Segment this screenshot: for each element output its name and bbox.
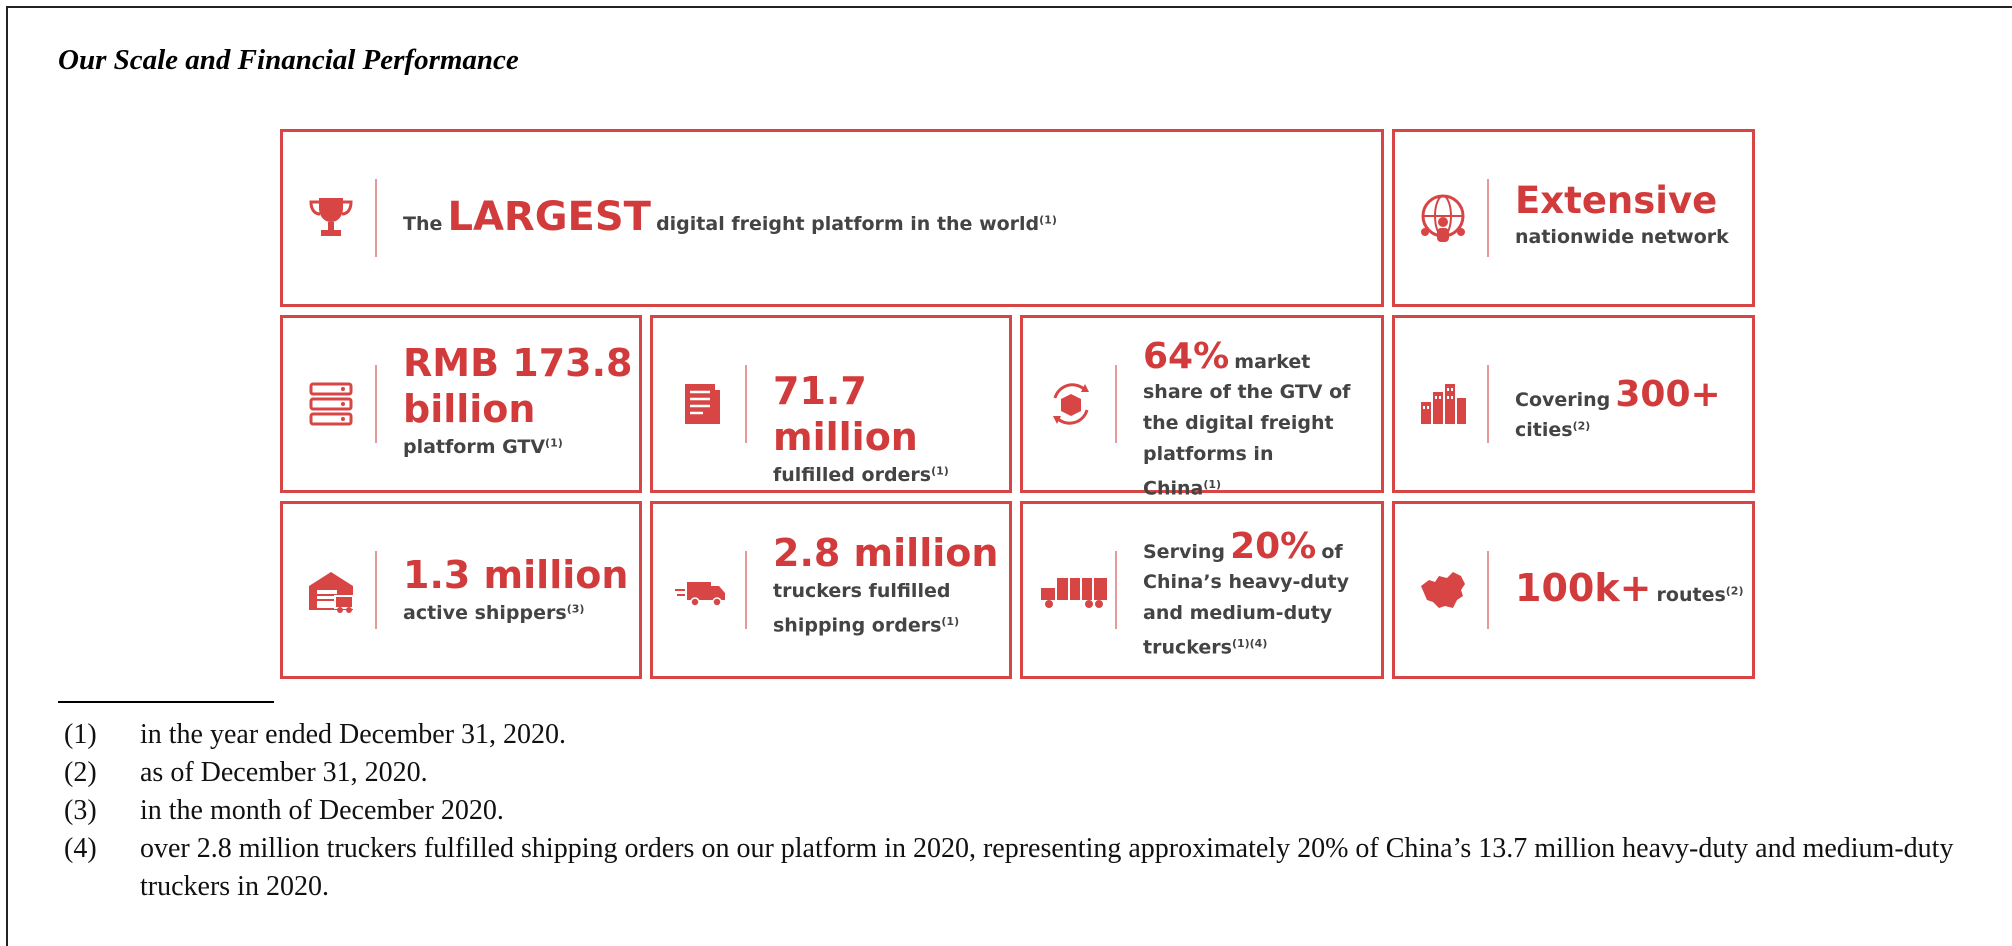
moving-truck-icon xyxy=(675,564,727,616)
document-page: Our Scale and Financial Performance The … xyxy=(6,6,2012,946)
network-cell: Extensive nationwide network xyxy=(1392,129,1755,307)
cities-highlight: 300+ xyxy=(1615,374,1721,415)
serving-cell: Serving 20% of China’s heavy-duty and me… xyxy=(1020,501,1384,679)
largest-text: The LARGEST digital freight platform in … xyxy=(403,194,1375,240)
cell-divider xyxy=(745,365,747,443)
box-cycle-icon xyxy=(1045,378,1097,430)
orders-post: fulfilled orders xyxy=(773,464,932,486)
market-share-note: (1) xyxy=(1203,478,1222,491)
cities-text: Covering 300+ cities(2) xyxy=(1515,374,1746,445)
cell-divider xyxy=(375,179,377,257)
footnote-number: (1) xyxy=(64,719,97,750)
orders-cell: 71.7 million fulfilled orders(1) xyxy=(650,315,1012,493)
orders-highlight: 71.7 million xyxy=(773,369,918,459)
market-share-cell: 64% market share of the GTV of the digit… xyxy=(1020,315,1384,499)
truckers-post: truckers fulfilled shipping orders xyxy=(773,580,951,637)
market-share-post: share of the GTV of the digital freight … xyxy=(1143,381,1351,500)
footnote-text: in the month of December 2020. xyxy=(140,795,504,826)
cities-post: cities xyxy=(1515,419,1573,441)
china-map-icon xyxy=(1417,564,1469,616)
serving-note: (1)(4) xyxy=(1231,637,1268,650)
network-text: Extensive nationwide network xyxy=(1515,180,1746,252)
gtv-note: (1) xyxy=(545,436,563,450)
cell-divider xyxy=(1115,365,1117,443)
orders-note: (1) xyxy=(931,464,949,478)
semi-truck-icon xyxy=(1039,564,1109,616)
server-stack-icon xyxy=(305,378,357,430)
routes-highlight: 100k+ xyxy=(1515,566,1652,610)
network-post: nationwide network xyxy=(1515,226,1729,248)
network-highlight: Extensive xyxy=(1515,179,1718,222)
shippers-text: 1.3 million active shippers(3) xyxy=(403,552,633,628)
warehouse-icon xyxy=(305,564,357,616)
cities-pre: Covering xyxy=(1515,389,1611,411)
largest-platform-cell: The LARGEST digital freight platform in … xyxy=(280,129,1384,307)
shippers-cell: 1.3 million active shippers(3) xyxy=(280,501,642,679)
footnote-number: (4) xyxy=(64,833,97,864)
footnote-rule xyxy=(58,701,274,703)
market-share-text: 64% market share of the GTV of the digit… xyxy=(1143,336,1375,504)
footnote-item: (4) over 2.8 million truckers fulfilled s… xyxy=(58,830,1978,906)
largest-post: digital freight platform in the world xyxy=(656,213,1040,235)
serving-post: China’s heavy-duty and medium-duty truck… xyxy=(1143,571,1349,659)
truckers-note: (1) xyxy=(941,615,960,628)
cell-divider xyxy=(375,365,377,443)
gtv-cell: RMB 173.8 billion platform GTV(1) xyxy=(280,315,642,493)
document-icon xyxy=(675,378,727,430)
footnote-number: (2) xyxy=(64,757,97,788)
cell-divider xyxy=(1487,365,1489,443)
gtv-post: platform GTV xyxy=(403,436,546,458)
section-title: Our Scale and Financial Performance xyxy=(58,44,519,76)
footnote-number: (3) xyxy=(64,795,97,826)
shippers-highlight: 1.3 million xyxy=(403,553,629,597)
routes-note: (2) xyxy=(1725,584,1744,598)
orders-text: 71.7 million fulfilled orders(1) xyxy=(773,368,1003,490)
routes-text: 100k+ routes(2) xyxy=(1515,566,1746,610)
footnote-item: (3) in the month of December 2020. xyxy=(58,792,1978,830)
cell-divider xyxy=(745,551,747,629)
footnotes: (1) in the year ended December 31, 2020. … xyxy=(58,716,1978,906)
shippers-note: (3) xyxy=(566,602,585,616)
gtv-text: RMB 173.8 billion platform GTV(1) xyxy=(403,340,633,462)
largest-note: (1) xyxy=(1039,213,1057,227)
cell-divider xyxy=(375,551,377,629)
routes-cell: 100k+ routes(2) xyxy=(1392,501,1755,679)
trophy-icon xyxy=(305,192,357,244)
footnote-item: (1) in the year ended December 31, 2020. xyxy=(58,716,1978,754)
serving-pre: Serving xyxy=(1143,541,1225,563)
routes-post: routes xyxy=(1656,584,1726,606)
footnote-text: in the year ended December 31, 2020. xyxy=(140,719,567,750)
gtv-highlight: RMB 173.8 billion xyxy=(403,341,633,431)
truckers-highlight: 2.8 million xyxy=(773,531,999,575)
serving-inline: of xyxy=(1321,541,1343,563)
serving-highlight: 20% xyxy=(1230,526,1317,567)
cities-note: (2) xyxy=(1572,419,1591,433)
serving-text: Serving 20% of China’s heavy-duty and me… xyxy=(1143,526,1375,663)
cell-divider xyxy=(1115,551,1117,629)
cities-cell: Covering 300+ cities(2) xyxy=(1392,315,1755,493)
globe-people-icon xyxy=(1417,192,1469,244)
market-share-highlight: 64% xyxy=(1143,336,1230,377)
truckers-text: 2.8 million truckers fulfilled shipping … xyxy=(773,530,1003,641)
shippers-post: active shippers xyxy=(403,602,567,624)
city-buildings-icon xyxy=(1417,378,1469,430)
largest-pre: The xyxy=(403,213,443,235)
truckers-cell: 2.8 million truckers fulfilled shipping … xyxy=(650,501,1012,679)
footnote-item: (2) as of December 31, 2020. xyxy=(58,754,1978,792)
footnote-text: over 2.8 million truckers fulfilled ship… xyxy=(140,833,1954,902)
market-share-inline: market xyxy=(1234,351,1311,373)
footnote-text: as of December 31, 2020. xyxy=(140,757,428,788)
cell-divider xyxy=(1487,551,1489,629)
cell-divider xyxy=(1487,179,1489,257)
largest-highlight: LARGEST xyxy=(447,194,651,240)
